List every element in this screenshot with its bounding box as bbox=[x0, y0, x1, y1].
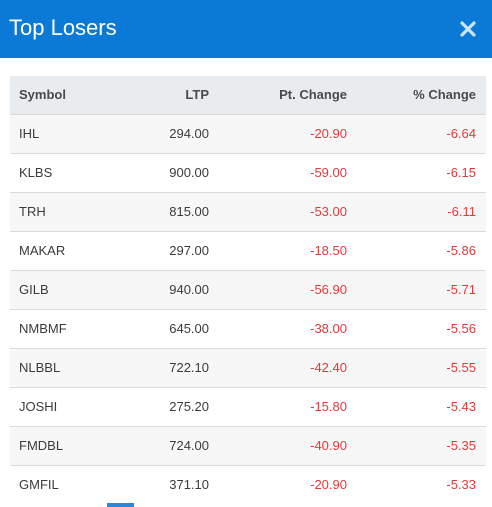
cell-pct-change: -5.33 bbox=[446, 477, 476, 493]
table-row[interactable]: IHL 294.00 -20.90 -6.64 bbox=[10, 114, 486, 153]
header-ltp[interactable]: LTP bbox=[185, 87, 209, 103]
cell-pt-change: -20.90 bbox=[310, 477, 347, 493]
table-row[interactable]: KLBS 900.00 -59.00 -6.15 bbox=[10, 153, 486, 192]
cell-symbol: GMFIL bbox=[19, 477, 59, 493]
cell-symbol: GILB bbox=[19, 282, 49, 297]
cell-pct-change: -6.11 bbox=[447, 204, 476, 219]
cell-symbol: MAKAR bbox=[19, 243, 66, 258]
cell-pt-change: -56.90 bbox=[310, 282, 347, 297]
cell-pt-change: -20.90 bbox=[310, 126, 347, 141]
close-icon[interactable] bbox=[458, 17, 478, 41]
cell-symbol: IHL bbox=[19, 126, 40, 141]
dialog-header: Top Losers bbox=[0, 0, 492, 58]
table-row[interactable]: MAKAR 297.00 -18.50 -5.86 bbox=[10, 231, 486, 270]
cell-symbol: JOSHI bbox=[19, 399, 58, 414]
cell-symbol: TRH bbox=[19, 204, 46, 219]
cell-ltp: 724.00 bbox=[169, 438, 209, 453]
cell-pct-change: -5.35 bbox=[446, 438, 476, 453]
table-row[interactable]: GILB 940.00 -56.90 -5.71 bbox=[10, 270, 486, 309]
table-row[interactable]: FMDBL 724.00 -40.90 -5.35 bbox=[10, 426, 486, 465]
cell-ltp: 297.00 bbox=[169, 243, 209, 258]
losers-table-container: Symbol LTP Pt. Change % Change IHL 294.00… bbox=[10, 76, 486, 504]
table-row[interactable]: JOSHI 275.20 -15.80 -5.43 bbox=[10, 387, 486, 426]
cell-ltp: 645.00 bbox=[169, 321, 209, 336]
cell-symbol: FMDBL bbox=[19, 438, 64, 453]
table-row[interactable]: NLBBL 722.10 -42.40 -5.55 bbox=[10, 348, 486, 387]
cell-ltp: 722.10 bbox=[169, 360, 209, 375]
losers-table: Symbol LTP Pt. Change % Change IHL 294.00… bbox=[10, 76, 486, 504]
cell-ltp: 815.00 bbox=[169, 204, 209, 219]
cell-symbol: NLBBL bbox=[19, 360, 61, 375]
cell-ltp: 294.00 bbox=[169, 126, 209, 141]
cell-ltp: 940.00 bbox=[169, 282, 209, 297]
cell-pt-change: -59.00 bbox=[310, 165, 347, 180]
header-pt-change[interactable]: Pt. Change bbox=[279, 87, 347, 103]
table-row[interactable]: GMFIL 371.10 -20.90 -5.33 bbox=[10, 465, 486, 504]
cell-ltp: 371.10 bbox=[169, 477, 209, 493]
cell-pt-change: -38.00 bbox=[310, 321, 347, 336]
scroll-indicator[interactable] bbox=[107, 503, 134, 507]
cell-pct-change: -5.43 bbox=[446, 399, 476, 414]
table-row[interactable]: TRH 815.00 -53.00 -6.11 bbox=[10, 192, 486, 231]
table-header-row: Symbol LTP Pt. Change % Change bbox=[10, 76, 486, 114]
cell-pct-change: -5.71 bbox=[446, 282, 476, 297]
header-pct-change[interactable]: % Change bbox=[413, 87, 476, 103]
cell-pt-change: -18.50 bbox=[310, 243, 347, 258]
cell-symbol: KLBS bbox=[19, 165, 53, 180]
cell-ltp: 275.20 bbox=[169, 399, 209, 414]
cell-pt-change: -42.40 bbox=[310, 360, 347, 375]
header-symbol[interactable]: Symbol bbox=[19, 87, 66, 103]
table-row[interactable]: NMBMF 645.00 -38.00 -5.56 bbox=[10, 309, 486, 348]
cell-ltp: 900.00 bbox=[169, 165, 209, 180]
cell-symbol: NMBMF bbox=[19, 321, 67, 336]
cell-pt-change: -15.80 bbox=[310, 399, 347, 414]
cell-pct-change: -5.55 bbox=[446, 360, 476, 375]
dialog-title: Top Losers bbox=[9, 15, 117, 40]
cell-pt-change: -53.00 bbox=[310, 204, 347, 219]
cell-pt-change: -40.90 bbox=[310, 438, 347, 453]
cell-pct-change: -5.86 bbox=[446, 243, 476, 258]
cell-pct-change: -5.56 bbox=[446, 321, 476, 336]
cell-pct-change: -6.64 bbox=[446, 126, 476, 141]
cell-pct-change: -6.15 bbox=[446, 165, 476, 180]
